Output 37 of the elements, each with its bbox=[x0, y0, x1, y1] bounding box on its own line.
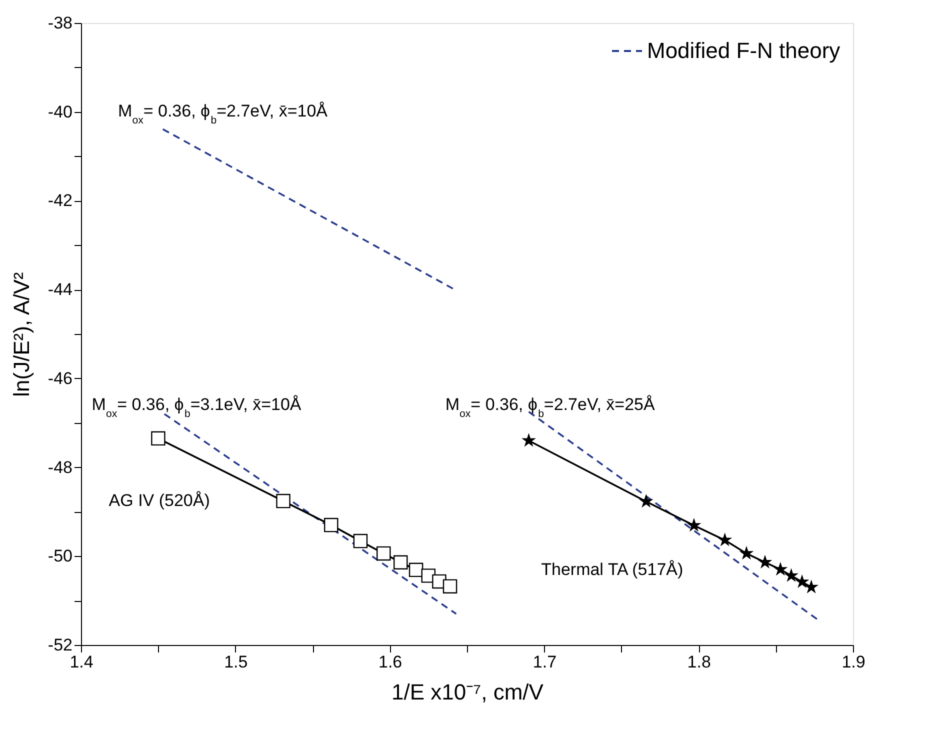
y-tick-label: -42 bbox=[48, 191, 72, 210]
x-tick-label: 1.5 bbox=[224, 652, 248, 672]
x-tick-label: 1.4 bbox=[70, 652, 94, 672]
x-tick-label: 1.8 bbox=[687, 652, 711, 672]
y-tick-label: -44 bbox=[48, 280, 72, 300]
y-tick-label: -40 bbox=[48, 102, 72, 122]
x-tick-label: 1.7 bbox=[532, 652, 557, 672]
point bbox=[804, 580, 819, 594]
point bbox=[276, 494, 290, 508]
y-tick-label: -38 bbox=[48, 14, 72, 32]
point bbox=[353, 534, 368, 548]
x-tick-label: 1.9 bbox=[842, 652, 866, 672]
y-axis-title: ln(J/E²), A/V² bbox=[8, 272, 34, 397]
point bbox=[151, 431, 166, 446]
point bbox=[408, 562, 424, 578]
y-tick-label: -48 bbox=[48, 458, 72, 477]
y-tick-label: -46 bbox=[48, 368, 72, 388]
y-tick-label: -50 bbox=[48, 546, 72, 566]
point bbox=[773, 562, 788, 576]
point bbox=[758, 554, 772, 568]
point bbox=[638, 494, 654, 508]
annotation: AG IV (520Å) bbox=[108, 491, 210, 510]
y-tick-label: -52 bbox=[48, 636, 72, 654]
annotation: Thermal TA (517Å) bbox=[541, 560, 684, 580]
point bbox=[376, 546, 391, 561]
point bbox=[718, 532, 732, 546]
point bbox=[794, 574, 810, 588]
point bbox=[784, 568, 798, 582]
point bbox=[324, 518, 338, 532]
x-tick-label: 1.6 bbox=[378, 652, 402, 672]
x-axis-title: 1/E x10⁻⁷, cm/V bbox=[392, 680, 544, 704]
point bbox=[686, 518, 702, 532]
point bbox=[739, 546, 754, 560]
point bbox=[522, 433, 536, 447]
legend-label: Modified F-N theory bbox=[647, 38, 840, 63]
point bbox=[393, 555, 408, 570]
point bbox=[442, 579, 458, 594]
